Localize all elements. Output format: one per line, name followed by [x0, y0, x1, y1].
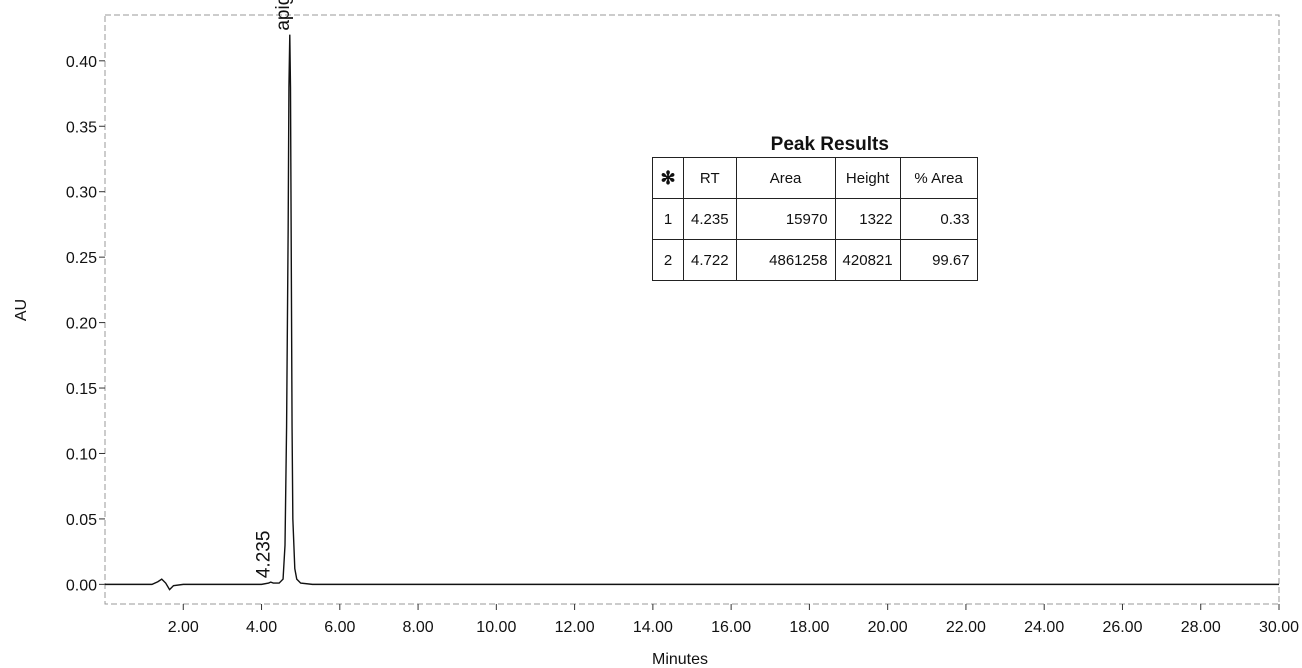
x-tick-label: 4.00: [246, 619, 277, 636]
x-tick-label: 24.00: [1024, 619, 1064, 636]
column-header-height: Height: [834, 157, 901, 199]
table-header-row: ✻ RT Area Height % Area: [652, 157, 978, 199]
y-tick-label: 0.25: [66, 250, 97, 267]
cell-height: 420821: [834, 239, 901, 281]
y-axis-title: AU: [13, 299, 30, 321]
x-tick-label: 30.00: [1259, 619, 1299, 636]
x-tick-label: 10.00: [476, 619, 516, 636]
x-tick-label: 28.00: [1181, 619, 1221, 636]
x-tick-label: 8.00: [402, 619, 433, 636]
x-tick-label: 20.00: [868, 619, 908, 636]
cell-rt: 4.722: [683, 239, 737, 281]
peak-results-table: ✻ RT Area Height % Area 1 4.235 15970 13…: [652, 157, 978, 281]
x-tick-label: 26.00: [1102, 619, 1142, 636]
x-axis-title: Minutes: [652, 651, 708, 668]
peak-labels: 4.235 apigenin 7 glu - 4.722: [254, 0, 294, 578]
y-tick-label: 0.30: [66, 185, 97, 202]
y-tick-label: 0.35: [66, 119, 97, 136]
cell-pct-area: 0.33: [899, 198, 978, 240]
peak-label: 4.235: [254, 531, 275, 579]
x-tick-label: 12.00: [555, 619, 595, 636]
x-axis: 2.00 4.00 6.00 8.00 10.00 12.00 14.00 16.00 18.0…: [168, 604, 1299, 636]
cell-area: 4861258: [735, 239, 836, 281]
column-header-pct-area: % Area: [899, 157, 978, 199]
row-index: 2: [652, 239, 684, 281]
cell-rt: 4.235: [683, 198, 737, 240]
table-row: 1 4.235 15970 1322 0.33: [652, 198, 978, 240]
table-row: 2 4.722 4861258 420821 99.67: [652, 239, 978, 281]
y-tick-label: 0.40: [66, 54, 97, 71]
column-header-rt: RT: [683, 157, 737, 199]
peak-results-panel: Peak Results ✻ RT Area Height % Area 1 4…: [652, 133, 978, 281]
y-tick-label: 0.00: [66, 577, 97, 594]
column-header-area: Area: [735, 157, 836, 199]
x-tick-label: 16.00: [711, 619, 751, 636]
x-tick-label: 22.00: [946, 619, 986, 636]
y-axis: 0.00 0.05 0.10 0.15 0.20 0.25 0.30 0.35 0.40: [66, 54, 105, 594]
plot-frame: [104, 14, 1280, 605]
cell-area: 15970: [735, 198, 836, 240]
y-tick-label: 0.10: [66, 446, 97, 463]
y-tick-label: 0.05: [66, 512, 97, 529]
cell-pct-area: 99.67: [899, 239, 978, 281]
peak-results-title: Peak Results: [770, 134, 889, 155]
x-tick-label: 2.00: [168, 619, 199, 636]
peak-label: apigenin 7 glu - 4.722: [273, 0, 294, 31]
cell-height: 1322: [834, 198, 901, 240]
y-tick-label: 0.20: [66, 316, 97, 333]
y-tick-label: 0.15: [66, 381, 97, 398]
x-tick-label: 6.00: [324, 619, 355, 636]
row-index: 1: [652, 198, 684, 240]
x-tick-label: 18.00: [789, 619, 829, 636]
x-tick-label: 14.00: [633, 619, 673, 636]
settings-icon[interactable]: ✻: [652, 157, 684, 199]
chromatogram-trace: [105, 34, 1279, 591]
